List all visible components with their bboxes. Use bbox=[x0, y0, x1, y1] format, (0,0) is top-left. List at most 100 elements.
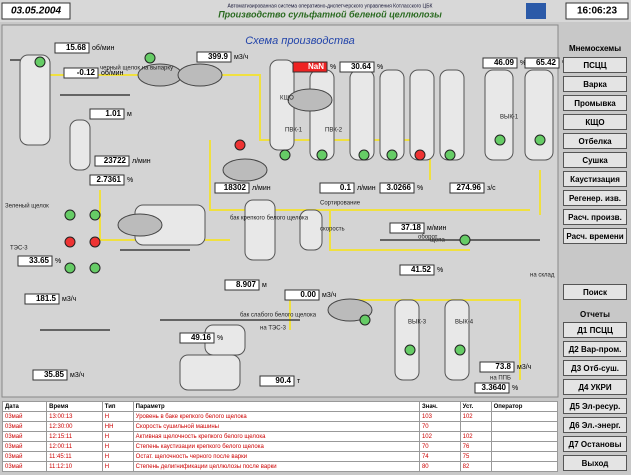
diagram-label: Сортирование bbox=[320, 201, 361, 207]
reading-value: 23722 bbox=[104, 156, 127, 165]
vessel bbox=[20, 55, 50, 145]
report-button[interactable]: Д7 Остановы bbox=[563, 436, 627, 452]
reading-value: 181.5 bbox=[36, 294, 57, 303]
menu-button[interactable]: Варка bbox=[563, 76, 627, 92]
vessel bbox=[445, 300, 469, 380]
alarm-cell: 102 bbox=[419, 432, 460, 442]
pump bbox=[535, 135, 545, 145]
reports-title: Отчеты bbox=[563, 306, 627, 322]
alarm-cell: НН bbox=[102, 422, 133, 432]
report-button[interactable]: Д5 Эл-ресур. bbox=[563, 398, 627, 414]
pump bbox=[235, 140, 245, 150]
report-button[interactable]: Д2 Вар-пром. bbox=[563, 341, 627, 357]
column-header: Время bbox=[47, 402, 103, 412]
drum bbox=[118, 214, 162, 236]
report-button[interactable]: Д1 ПСЦЦ bbox=[563, 322, 627, 338]
pump bbox=[445, 150, 455, 160]
diagram-label: ПВК-1 bbox=[285, 128, 303, 134]
reading-unit: % bbox=[330, 64, 336, 71]
column-header: Оператор bbox=[491, 402, 557, 412]
column-header: Тип bbox=[102, 402, 133, 412]
drum bbox=[288, 89, 332, 111]
reading-value: 46.09 bbox=[494, 58, 515, 67]
alarm-cell: 11:45:11 bbox=[47, 452, 103, 462]
search-button[interactable]: Поиск bbox=[563, 284, 627, 300]
reading-value: 399.9 bbox=[208, 52, 229, 61]
alarm-cell: Скорость сушильной машины bbox=[133, 422, 419, 432]
pump bbox=[90, 263, 100, 273]
diagram-label: скорость bbox=[320, 227, 345, 233]
reading-unit: м3/ч bbox=[234, 54, 249, 61]
column-header: Уст. bbox=[460, 402, 491, 412]
reading-value: 73.8 bbox=[495, 362, 511, 371]
alarm-cell: 70 bbox=[419, 442, 460, 452]
alarm-cell: 12:00:11 bbox=[47, 442, 103, 452]
reading-value: 37.18 bbox=[401, 223, 422, 232]
pump bbox=[90, 210, 100, 220]
scada-screen: 03.05.2004 Автоматизированная система оп… bbox=[0, 0, 631, 475]
alarm-cell: 75 bbox=[460, 452, 491, 462]
vessel bbox=[350, 70, 374, 160]
drum bbox=[178, 64, 222, 86]
alarm-cell: Активная щелочность крепкого белого щело… bbox=[133, 432, 419, 442]
date: 03.05.2004 bbox=[11, 6, 61, 17]
menu-button[interactable]: Отбелка bbox=[563, 133, 627, 149]
report-button[interactable]: Д4 УКРИ bbox=[563, 379, 627, 395]
report-button[interactable]: Д6 Эл.-энерг. bbox=[563, 417, 627, 433]
pump bbox=[145, 53, 155, 63]
menu-button[interactable]: КЩО bbox=[563, 114, 627, 130]
menu-button[interactable]: Расч. произв. bbox=[563, 209, 627, 225]
reading-value: 41.52 bbox=[411, 265, 432, 274]
pump bbox=[405, 345, 415, 355]
report-button[interactable]: Д3 Отб-суш. bbox=[563, 360, 627, 376]
alarm-cell bbox=[491, 432, 557, 442]
reading-unit: % bbox=[217, 335, 223, 342]
menu-button[interactable]: ПСЦЦ bbox=[563, 57, 627, 73]
pump bbox=[415, 150, 425, 160]
menu-button[interactable]: Расч. времени bbox=[563, 228, 627, 244]
pump bbox=[495, 135, 505, 145]
reading-value: 30.64 bbox=[351, 62, 372, 71]
reading-value: 274.96 bbox=[457, 183, 482, 192]
alarm-cell: 102 bbox=[460, 432, 491, 442]
vessel bbox=[525, 70, 553, 160]
pump bbox=[90, 237, 100, 247]
header-row: ДатаВремяТипПараметрЗнач.Уст.Оператор bbox=[3, 402, 558, 412]
vessel bbox=[310, 70, 334, 160]
pump bbox=[65, 210, 75, 220]
alarm-cell: 03май bbox=[3, 452, 47, 462]
diagram-label: ПВК-2 bbox=[325, 128, 343, 134]
reading-unit: м3/ч bbox=[62, 296, 77, 303]
alarm-cell bbox=[491, 442, 557, 452]
menu-button[interactable]: Каустизация bbox=[563, 171, 627, 187]
pump bbox=[460, 235, 470, 245]
menu-button[interactable]: Сушка bbox=[563, 152, 627, 168]
menu-button[interactable]: Регенер. изв. bbox=[563, 190, 627, 206]
reading-unit: м bbox=[262, 282, 267, 289]
reading-unit: м3/ч bbox=[70, 372, 85, 379]
pump bbox=[65, 237, 75, 247]
column-header: Параметр bbox=[133, 402, 419, 412]
reading-unit: % bbox=[127, 177, 133, 184]
alarm-table: ДатаВремяТипПараметрЗнач.Уст.Оператор03м… bbox=[2, 401, 558, 472]
exit-button[interactable]: Выход bbox=[563, 455, 627, 471]
reading-unit: об/мин bbox=[92, 44, 115, 52]
pump bbox=[317, 150, 327, 160]
pump bbox=[360, 315, 370, 325]
alarm-cell: 102 bbox=[460, 412, 491, 422]
menu-button[interactable]: Промывка bbox=[563, 95, 627, 111]
reading-value: 35.85 bbox=[44, 370, 65, 379]
alarm-cell: 80 bbox=[419, 462, 460, 472]
reading-unit: % bbox=[512, 385, 518, 392]
diagram-label: щепа bbox=[430, 238, 445, 244]
alarm-cell: 76 bbox=[460, 442, 491, 452]
pump bbox=[280, 150, 290, 160]
reading-unit: м3/ч bbox=[517, 364, 532, 371]
drum bbox=[223, 159, 267, 181]
